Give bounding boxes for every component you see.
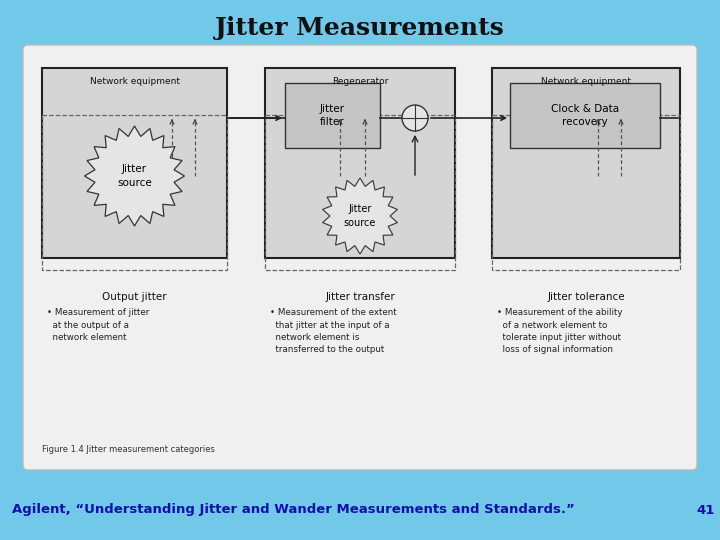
Text: Agilent, “Understanding Jitter and Wander Measurements and Standards.”: Agilent, “Understanding Jitter and Wande… [12, 503, 575, 516]
Bar [492, 115, 680, 270]
Polygon shape [323, 178, 397, 254]
Text: Jitter
source: Jitter source [344, 205, 376, 227]
FancyBboxPatch shape [265, 68, 455, 258]
Text: • Measurement of jitter
  at the output of a
  network element: • Measurement of jitter at the output of… [47, 308, 149, 342]
FancyBboxPatch shape [42, 68, 227, 258]
Text: Figure 1.4 Jitter measurement categories: Figure 1.4 Jitter measurement categories [42, 445, 215, 454]
Text: Jitter tolerance: Jitter tolerance [547, 292, 625, 302]
Bar [265, 115, 455, 270]
FancyBboxPatch shape [23, 45, 697, 470]
Text: Network equipment: Network equipment [541, 77, 631, 85]
Text: • Measurement of the extent
  that jitter at the input of a
  network element is: • Measurement of the extent that jitter … [270, 308, 397, 354]
Text: 41: 41 [697, 503, 715, 516]
Text: Output jitter: Output jitter [102, 292, 167, 302]
Polygon shape [84, 126, 184, 226]
FancyBboxPatch shape [285, 83, 380, 148]
FancyBboxPatch shape [510, 83, 660, 148]
Bar [42, 115, 227, 270]
Text: • Measurement of the ability
  of a network element to
  tolerate input jitter w: • Measurement of the ability of a networ… [497, 308, 623, 354]
FancyBboxPatch shape [492, 68, 680, 258]
Text: Jitter
source: Jitter source [117, 164, 152, 187]
Text: Jitter
filter: Jitter filter [320, 104, 345, 127]
Text: Network equipment: Network equipment [89, 77, 179, 85]
Text: Jitter transfer: Jitter transfer [325, 292, 395, 302]
Text: Clock & Data
recovery: Clock & Data recovery [551, 104, 619, 127]
Circle shape [402, 105, 428, 131]
Text: Jitter Measurements: Jitter Measurements [215, 16, 505, 40]
Text: Regenerator: Regenerator [332, 77, 388, 85]
